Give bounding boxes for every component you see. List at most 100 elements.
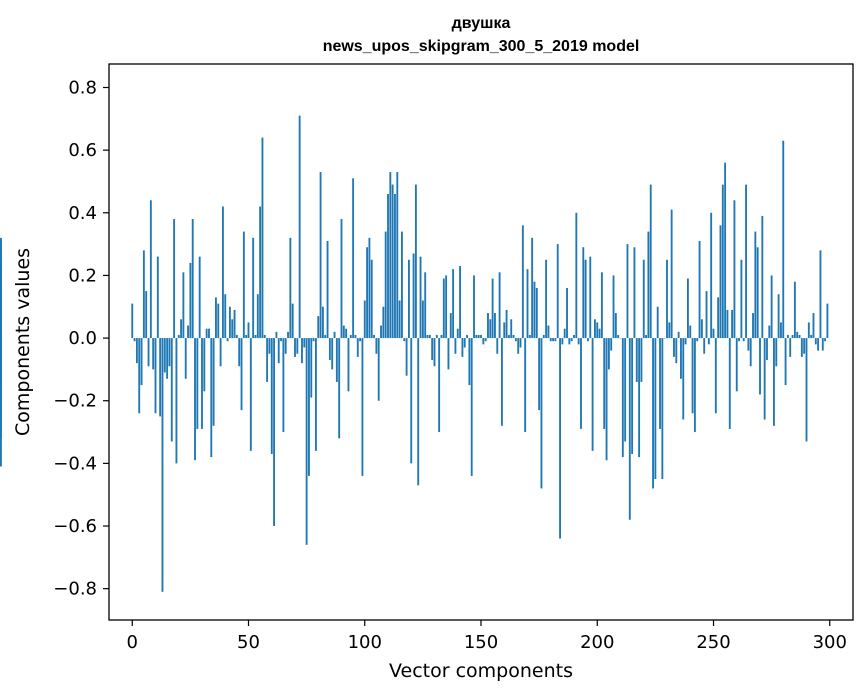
bar (628, 338, 631, 520)
bar (466, 334, 468, 339)
bar (391, 184, 394, 339)
bar (812, 313, 815, 339)
x-tick-label: 250 (696, 632, 730, 653)
bar (528, 334, 531, 339)
bar (494, 313, 496, 339)
bar (349, 334, 352, 339)
bar (352, 178, 355, 339)
bar (503, 322, 506, 339)
bar (131, 303, 134, 339)
chart-title: двушка (452, 15, 511, 32)
bar (412, 253, 415, 339)
bar (754, 231, 757, 339)
bar (807, 322, 810, 339)
bar (203, 338, 206, 392)
bar (652, 338, 654, 489)
bar (363, 300, 366, 339)
bar (666, 259, 668, 339)
bar (240, 338, 243, 411)
bar (370, 259, 373, 339)
bar (184, 338, 187, 379)
y-tick-label: 0.4 (68, 203, 97, 224)
bar (631, 338, 634, 454)
bar (684, 338, 687, 345)
bar (724, 162, 727, 339)
bar (326, 240, 329, 339)
bar (314, 338, 317, 451)
bar (245, 334, 248, 339)
bar (461, 338, 464, 357)
bar (324, 334, 327, 339)
bar (775, 338, 778, 367)
bar (738, 338, 741, 342)
bar (766, 338, 768, 361)
bar (289, 237, 292, 339)
bar (303, 338, 306, 348)
x-tick-label: 0 (127, 632, 138, 653)
bar (670, 209, 673, 339)
bar (159, 338, 162, 417)
bar (507, 334, 510, 339)
bar (435, 334, 438, 339)
bar (0, 338, 2, 401)
bar (396, 172, 399, 339)
bar (191, 219, 194, 339)
bar (721, 184, 724, 339)
bar (438, 338, 441, 433)
bar (217, 303, 220, 339)
bar (742, 338, 745, 342)
bar (238, 338, 241, 367)
bar (779, 322, 782, 339)
bar (498, 272, 501, 339)
bar (410, 338, 413, 464)
bar (140, 338, 143, 386)
bar (554, 338, 557, 342)
bar (166, 338, 169, 379)
bar (180, 319, 183, 339)
bar (308, 338, 310, 476)
bar (356, 338, 359, 357)
bar (440, 334, 443, 339)
bar (784, 338, 787, 386)
bar (798, 334, 801, 339)
bar (582, 247, 585, 339)
bar (773, 338, 775, 426)
bar (633, 247, 636, 339)
bar (198, 256, 201, 339)
plot-frame (108, 63, 854, 621)
x-tick-label: 300 (813, 632, 847, 653)
bar (442, 278, 445, 339)
bar (510, 319, 513, 339)
bar (0, 319, 2, 339)
bar (138, 338, 141, 414)
bar (291, 303, 294, 339)
bar (587, 338, 589, 342)
bar (489, 319, 492, 339)
bar (328, 338, 331, 361)
bar (649, 184, 652, 339)
bar (368, 237, 371, 339)
bar (514, 338, 517, 342)
bar (338, 338, 341, 439)
bar (459, 266, 462, 339)
bar (793, 281, 796, 339)
bar (310, 338, 313, 398)
bar (673, 338, 675, 357)
bar (0, 338, 2, 467)
bar (635, 338, 638, 382)
y-tick-label: −0.4 (53, 453, 97, 474)
bar (661, 338, 664, 480)
bar (321, 306, 324, 339)
bar (717, 297, 720, 339)
bar (147, 338, 150, 367)
bar (566, 287, 568, 339)
bar (456, 328, 459, 339)
bar (521, 225, 524, 339)
bar (377, 338, 380, 401)
bar (768, 325, 771, 339)
bar (547, 325, 550, 339)
bar (645, 334, 648, 339)
bar (405, 338, 408, 376)
bar (491, 278, 494, 339)
bar (545, 259, 548, 339)
